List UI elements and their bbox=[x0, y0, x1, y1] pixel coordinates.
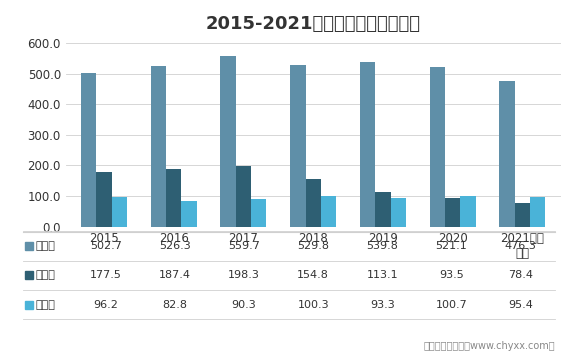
Title: 2015-2021年总营业收入（亿元）: 2015-2021年总营业收入（亿元） bbox=[206, 15, 420, 33]
Text: 96.2: 96.2 bbox=[94, 299, 118, 310]
Bar bbox=[112, 197, 127, 227]
Text: 新洋丰: 新洋丰 bbox=[35, 299, 55, 310]
Bar bbox=[499, 81, 515, 227]
Bar bbox=[515, 202, 530, 227]
Bar bbox=[430, 67, 445, 227]
Text: 78.4: 78.4 bbox=[508, 270, 533, 280]
Bar bbox=[181, 201, 197, 227]
Text: 95.4: 95.4 bbox=[508, 299, 533, 310]
Bar bbox=[445, 198, 460, 227]
Text: 476.3: 476.3 bbox=[505, 241, 537, 251]
Bar bbox=[375, 192, 391, 227]
Text: 90.3: 90.3 bbox=[232, 299, 256, 310]
Text: 177.5: 177.5 bbox=[90, 270, 122, 280]
Bar bbox=[290, 65, 305, 227]
Text: 154.8: 154.8 bbox=[297, 270, 329, 280]
Text: 113.1: 113.1 bbox=[367, 270, 398, 280]
Bar bbox=[151, 66, 166, 227]
Bar bbox=[530, 198, 545, 227]
Text: 100.7: 100.7 bbox=[435, 299, 467, 310]
Text: 526.3: 526.3 bbox=[159, 241, 191, 251]
Text: 559.7: 559.7 bbox=[228, 241, 260, 251]
Bar bbox=[236, 166, 251, 227]
Bar bbox=[251, 199, 267, 227]
Bar bbox=[97, 172, 112, 227]
Text: 云天化: 云天化 bbox=[35, 241, 55, 251]
Text: 521.1: 521.1 bbox=[435, 241, 467, 251]
Bar bbox=[391, 198, 406, 227]
Bar bbox=[166, 169, 181, 227]
Bar bbox=[460, 196, 475, 227]
Bar bbox=[360, 62, 375, 227]
Text: 93.3: 93.3 bbox=[370, 299, 395, 310]
Text: 539.8: 539.8 bbox=[366, 241, 398, 251]
Text: 529.8: 529.8 bbox=[297, 241, 329, 251]
Text: 82.8: 82.8 bbox=[162, 299, 188, 310]
Text: 187.4: 187.4 bbox=[159, 270, 191, 280]
Text: 金正大: 金正大 bbox=[35, 270, 55, 280]
Bar bbox=[220, 56, 236, 227]
Text: 198.3: 198.3 bbox=[228, 270, 260, 280]
Bar bbox=[305, 179, 321, 227]
Bar bbox=[321, 196, 336, 227]
Bar bbox=[81, 73, 97, 227]
Text: 93.5: 93.5 bbox=[439, 270, 464, 280]
Text: 制图：智研咨询（www.chyxx.com）: 制图：智研咨询（www.chyxx.com） bbox=[423, 341, 555, 351]
Text: 502.7: 502.7 bbox=[90, 241, 122, 251]
Text: 100.3: 100.3 bbox=[297, 299, 329, 310]
